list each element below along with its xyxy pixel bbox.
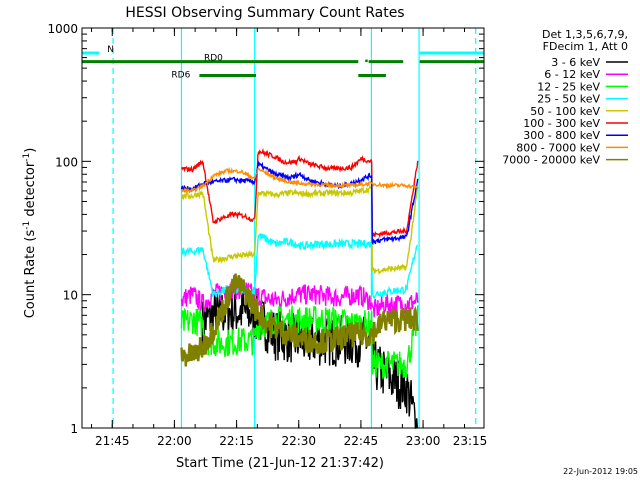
series-line-0 xyxy=(201,288,418,429)
legend: Det 1,3,5,6,7,9,FDecim 1, Att 0 3 - 6 keV… xyxy=(502,28,628,167)
x-tick-label-1: 22:00 xyxy=(157,434,192,448)
x-tick-label-4: 22:45 xyxy=(344,434,379,448)
series-lines xyxy=(180,147,419,429)
x-tick-label-3: 22:30 xyxy=(281,434,316,448)
series-line-8 xyxy=(180,273,419,367)
series-line-4 xyxy=(181,184,419,275)
legend-label-0: 3 - 6 keV xyxy=(551,56,600,69)
footer-date: 22-Jun-2012 19:05 xyxy=(563,467,638,476)
legend-header-0: Det 1,3,5,6,7,9, xyxy=(542,28,628,41)
mode-bars: N RD0 RD6 xyxy=(82,45,484,81)
series-line-6 xyxy=(180,159,419,246)
x-axis-label: Start Time (21-Jun-12 21:37:42) xyxy=(176,456,384,471)
mode-bar-dot xyxy=(365,59,368,63)
legend-label-7: 800 - 7000 keV xyxy=(516,141,600,154)
axes: 21:45 22:00 22:15 22:30 22:45 23:00 23:15 1 10 10… xyxy=(47,22,487,448)
legend-label-3: 25 - 50 keV xyxy=(537,93,600,106)
series-line-3 xyxy=(180,233,419,300)
y-tick-label-3: 1000 xyxy=(47,22,78,36)
series-line-1 xyxy=(180,278,419,318)
x-tick-label-5: 23:00 xyxy=(406,434,441,448)
series-line-5 xyxy=(180,147,419,239)
y-tick-label-0: 1 xyxy=(70,422,78,436)
legend-label-2: 12 - 25 keV xyxy=(537,80,600,93)
mode-bar-label-0: N xyxy=(107,45,114,55)
x-tick-label-0: 21:45 xyxy=(95,434,130,448)
legend-label-5: 100 - 300 keV xyxy=(523,117,600,130)
legend-label-1: 6 - 12 keV xyxy=(544,68,600,81)
legend-label-4: 50 - 100 keV xyxy=(530,105,600,118)
mode-bar-label-2: RD0 xyxy=(204,54,223,64)
x-tick-label-6: 23:15 xyxy=(453,434,488,448)
plot-frame xyxy=(81,27,485,429)
legend-header-1: FDecim 1, Att 0 xyxy=(543,40,628,53)
y-tick-label-2: 100 xyxy=(55,155,78,169)
legend-label-6: 300 - 800 keV xyxy=(523,129,600,142)
vertical-markers xyxy=(112,28,477,428)
y-tick-label-1: 10 xyxy=(63,289,78,303)
mode-bar-label-5: RD6 xyxy=(171,71,190,81)
chart-title: HESSI Observing Summary Count Rates xyxy=(125,5,404,21)
series-line-7 xyxy=(180,166,419,194)
legend-label-8: 7000 - 20000 keV xyxy=(502,154,600,167)
y-axis-label: Count Rate (s-1 detector-1) xyxy=(22,148,38,319)
series-line-2 xyxy=(180,305,419,379)
x-tick-label-2: 22:15 xyxy=(219,434,254,448)
